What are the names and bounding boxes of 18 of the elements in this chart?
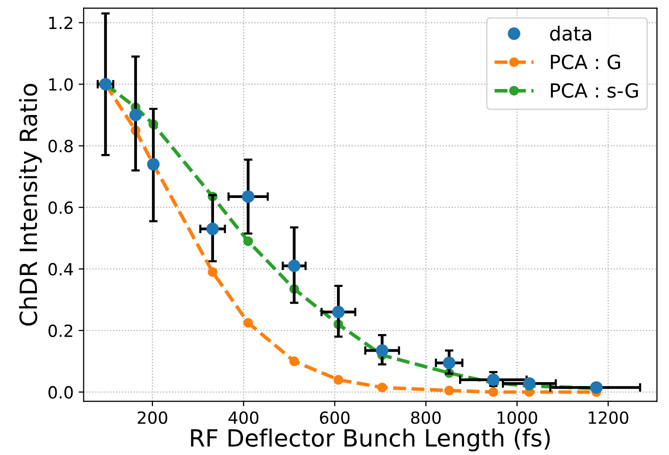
x-tick-label: 1200 xyxy=(588,411,628,424)
x-tick-label: 1000 xyxy=(498,411,538,424)
legend-label: PCA : G xyxy=(550,54,620,70)
y-tick-label: 0.2 xyxy=(48,324,72,338)
y-tick-label: 1.0 xyxy=(49,78,73,91)
x-tick-label: 800 xyxy=(411,411,441,424)
y-tick-label: 0.6 xyxy=(48,201,73,214)
y-tick-label: 0.4 xyxy=(48,262,73,276)
y-tick-label: 0.8 xyxy=(48,140,73,152)
x-tick-label: 400 xyxy=(228,411,258,424)
y-tick-label: 1.2 xyxy=(49,16,72,29)
x-tick-label: 200 xyxy=(138,411,168,424)
y-axis-title: ChDR Intensity Ratio xyxy=(18,84,42,326)
legend-label: data xyxy=(550,26,592,41)
x-tick-label: 600 xyxy=(320,411,350,424)
y-tick-label: 0.0 xyxy=(48,386,73,399)
legend-label: PCA : s-G xyxy=(550,83,638,98)
x-axis-title: RF Deflector Bunch Length (fs) xyxy=(191,428,550,452)
